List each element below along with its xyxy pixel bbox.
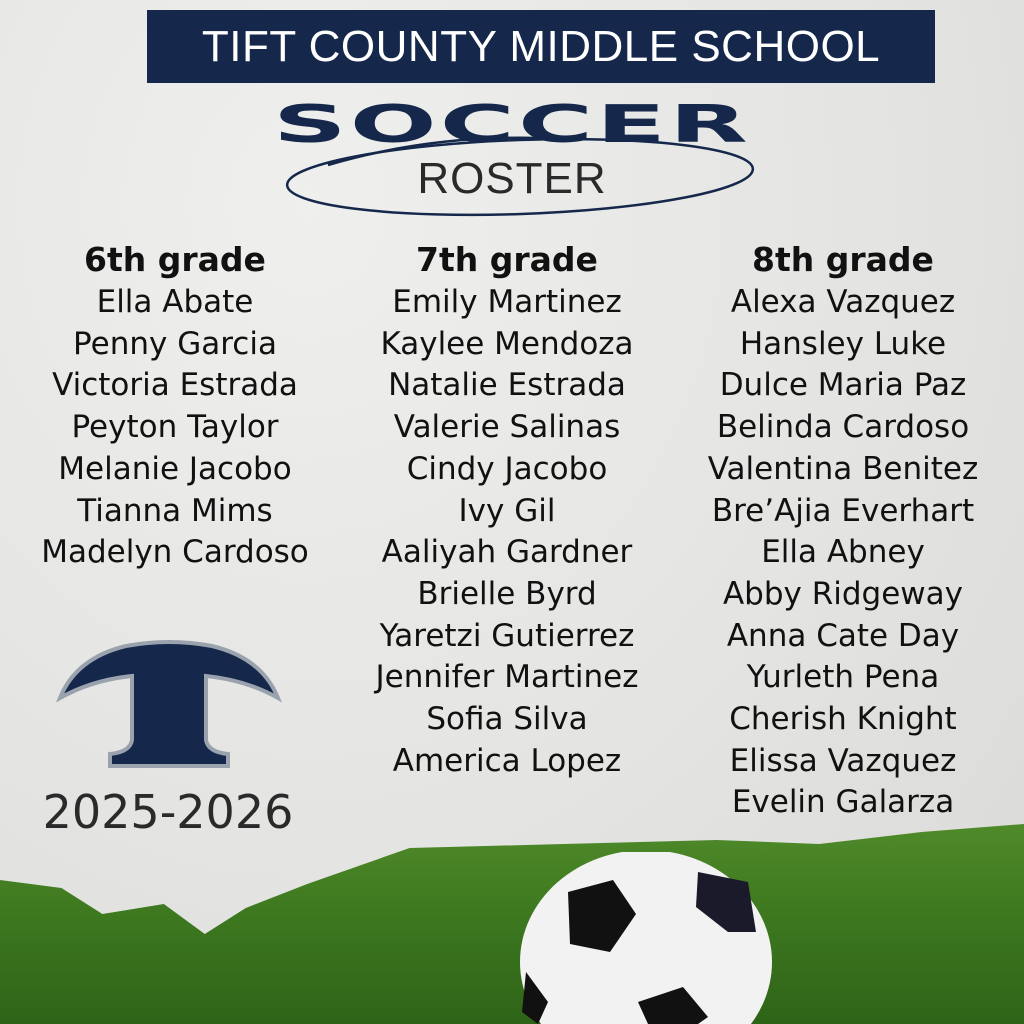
player-name: Hansley Luke — [739, 325, 947, 362]
scribble-ellipse-icon — [285, 136, 755, 217]
grade-heading: 6th grade — [84, 240, 266, 279]
player-name: Penny Garcia — [73, 325, 277, 362]
tift-t-logo-icon — [56, 640, 282, 768]
player-name: Emily Martinez — [392, 284, 622, 320]
player-name: Valerie Salinas — [393, 409, 621, 446]
player-name: Cherish Knight — [729, 701, 957, 738]
grade-6-column: 6th grade Ella Abate Penny Garcia Victoria… — [5, 238, 345, 574]
player-name: Belinda Cardoso — [716, 409, 970, 446]
player-name: Dulce Maria Paz — [719, 367, 967, 404]
grade-7-column: 7th grade Emily Martinez Kaylee Mendoza Na… — [337, 238, 677, 782]
player-name: Natalie Estrada — [388, 367, 626, 404]
player-name: Madelyn Cardoso — [41, 534, 309, 571]
player-name: Victoria Estrada — [52, 367, 298, 404]
player-name: Ella Abney — [761, 534, 925, 571]
player-name: Yaretzi Gutierrez — [379, 617, 635, 654]
player-name: Tianna Mims — [77, 492, 273, 529]
player-name: Sofia Silva — [426, 701, 588, 738]
player-name: Ivy Gil — [458, 492, 556, 529]
player-name: Jennifer Martinez — [375, 659, 639, 696]
player-name: Brielle Byrd — [417, 575, 597, 612]
grade-heading: 7th grade — [416, 240, 598, 279]
soccer-ball-icon — [520, 852, 772, 1024]
player-name: Alexa Vazquez — [730, 284, 956, 320]
grade-heading: 8th grade — [752, 240, 934, 279]
player-name: Melanie Jacobo — [58, 450, 292, 487]
season-years: 2025-2026 — [42, 785, 294, 839]
player-name: Anna Cate Day — [726, 617, 960, 654]
player-name: Ella Abate — [96, 284, 254, 320]
player-name: America Lopez — [392, 742, 622, 779]
grade-8-column: 8th grade Alexa Vazquez Hansley Luke Dulce… — [673, 238, 1013, 824]
player-name: Aaliyah Gardner — [381, 534, 633, 571]
player-name: Peyton Taylor — [71, 409, 279, 446]
player-name: Abby Ridgeway — [722, 575, 964, 612]
player-name: Yurleth Pena — [746, 659, 940, 696]
roster-subtitle: ROSTER — [417, 154, 607, 203]
player-name: Evelin Galarza — [731, 784, 955, 821]
school-banner: TIFT COUNTY MIDDLE SCHOOL — [147, 10, 935, 83]
player-name: Bre’Ajia Everhart — [711, 492, 975, 529]
player-name: Kaylee Mendoza — [380, 325, 634, 362]
player-name: Cindy Jacobo — [406, 450, 608, 487]
player-name: Elissa Vazquez — [729, 742, 957, 779]
player-name: Valentina Benitez — [707, 450, 979, 487]
